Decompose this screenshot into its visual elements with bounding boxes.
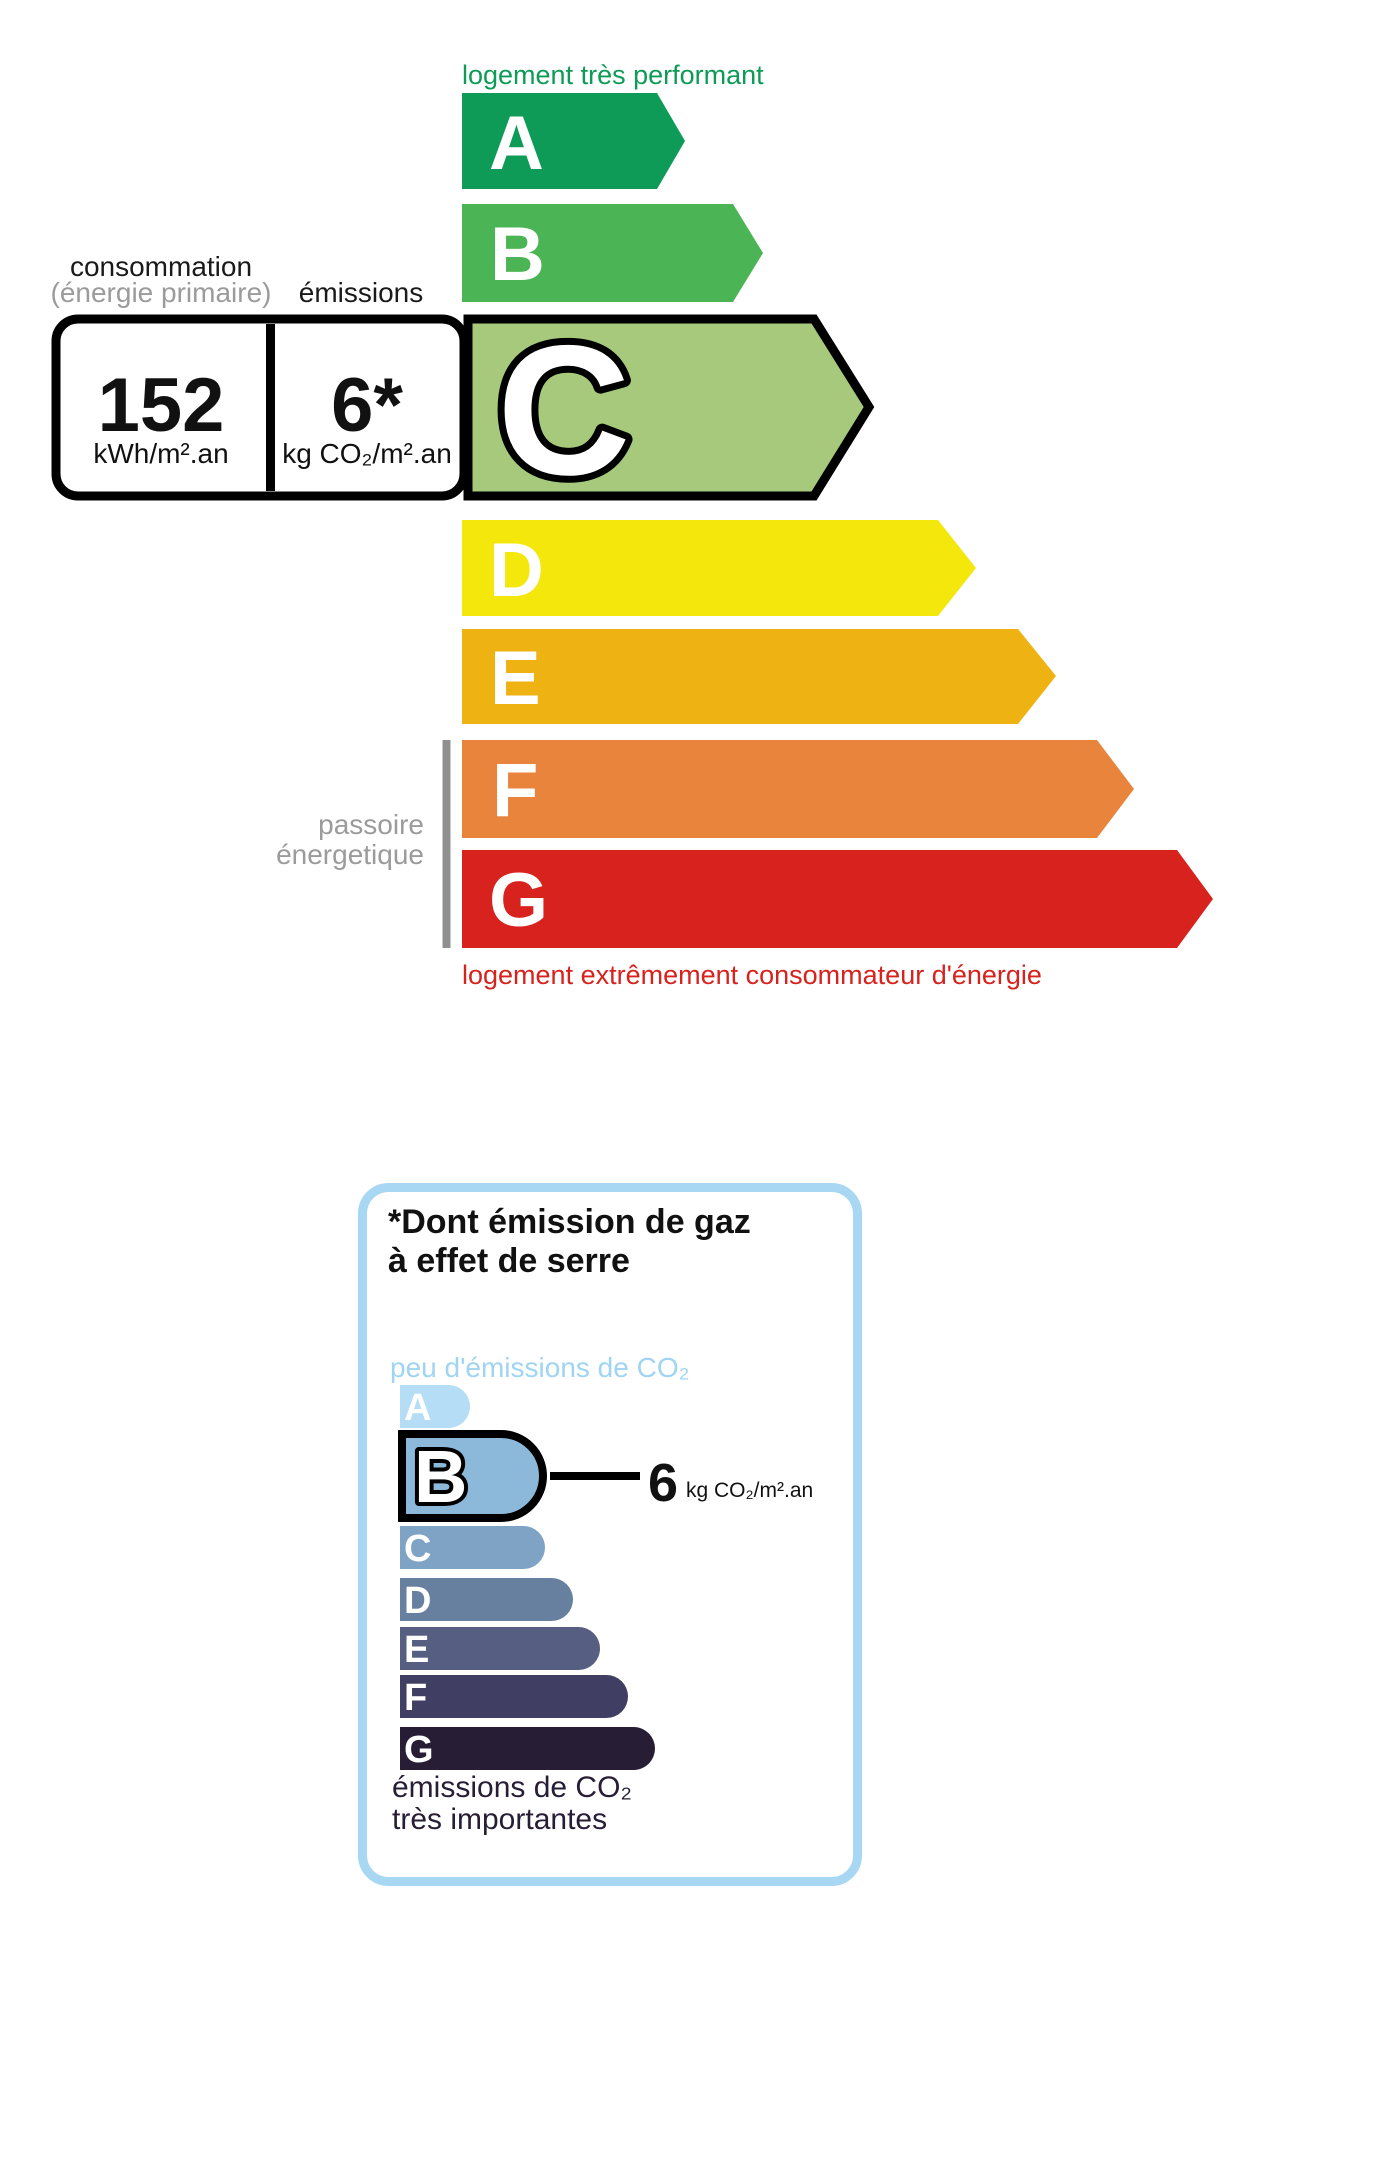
energy-band-a-letter: A [489,101,544,186]
co2-value-unit: kg CO₂/m².an [686,1479,813,1502]
co2-bottom-caption-line2: très importantes [392,1803,607,1836]
energy-band-e [462,629,1056,724]
value-box [51,314,469,501]
energy-band-e-letter: E [490,636,541,721]
co2-title-line2: à effet de serre [388,1242,630,1280]
emissions-unit: kg CO₂/m².an [282,438,452,469]
co2-bar-e [400,1627,600,1670]
co2-bar-c-letter: C [404,1528,431,1570]
energy-band-b [462,204,763,302]
co2-bottom-caption-line1: émissions de CO₂ [392,1771,632,1804]
co2-bar-g [400,1727,655,1770]
sieve-label-line1: passoire [318,809,424,840]
co2-bar-a-letter: A [404,1387,431,1429]
top-caption: logement très performant [462,60,764,90]
energy-band-d-letter: D [489,528,544,613]
co2-top-caption: peu d'émissions de CO₂ [390,1352,689,1383]
co2-value: 6 [648,1453,678,1513]
co2-title-line1: *Dont émission de gaz [388,1203,751,1241]
emissions-label: émissions [299,277,423,308]
co2-bar-b-letter: B [414,1435,467,1518]
energy-band-f [462,740,1134,838]
energy-band-g [462,850,1213,948]
co2-bar-e-letter: E [404,1629,429,1671]
co2-bar-g-letter: G [404,1729,434,1771]
energy-band-f-letter: F [492,748,538,833]
sieve-label-line2: énergetique [276,839,424,870]
energy-band-a [462,93,685,189]
energy-band-c-letter: C [497,308,631,514]
consumption-value: 152 [98,363,225,448]
co2-bar-f-letter: F [404,1677,427,1719]
bottom-caption: logement extrêmement consommateur d'éner… [462,960,1042,990]
consumption-unit: kWh/m².an [93,438,228,469]
energy-band-g-letter: G [489,858,548,943]
co2-bar-c [400,1526,545,1569]
co2-bar-a [400,1385,470,1428]
co2-bar-d [400,1578,573,1621]
sieve-marker-bar [442,740,451,948]
consumption-label: consommation [70,251,252,282]
co2-bar-f [400,1675,628,1718]
energy-band-b-letter: B [490,212,545,297]
primary-energy-label: (énergie primaire) [51,277,272,308]
co2-bar-b [398,1430,547,1522]
co2-bar-d-letter: D [404,1580,431,1622]
energy-band-d [462,520,976,616]
emissions-value: 6* [331,363,403,448]
